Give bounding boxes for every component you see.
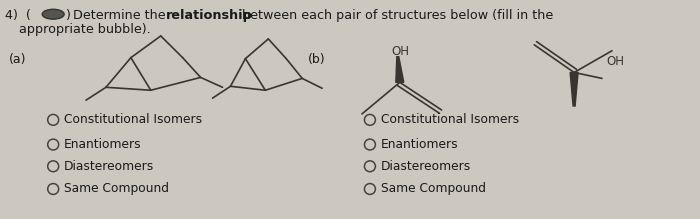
Text: OH: OH <box>392 45 410 58</box>
Text: Constitutional Isomers: Constitutional Isomers <box>64 113 202 126</box>
Text: (a): (a) <box>9 53 27 66</box>
Text: (b): (b) <box>308 53 326 66</box>
Text: Determine the: Determine the <box>73 9 169 22</box>
Text: appropriate bubble).: appropriate bubble). <box>20 23 151 36</box>
Ellipse shape <box>42 9 64 19</box>
Text: Enantiomers: Enantiomers <box>381 138 458 151</box>
Text: Diastereomers: Diastereomers <box>381 160 471 173</box>
Polygon shape <box>570 72 578 106</box>
Text: Constitutional Isomers: Constitutional Isomers <box>381 113 519 126</box>
Text: Same Compound: Same Compound <box>64 182 169 196</box>
Text: between each pair of structures below (fill in the: between each pair of structures below (f… <box>239 9 554 22</box>
Text: Same Compound: Same Compound <box>381 182 486 196</box>
Text: 4)  (: 4) ( <box>6 9 32 22</box>
Text: relationship: relationship <box>166 9 253 22</box>
Polygon shape <box>395 57 404 82</box>
Text: ): ) <box>66 9 75 22</box>
Text: OH: OH <box>606 55 624 68</box>
Text: Diastereomers: Diastereomers <box>64 160 155 173</box>
Text: Enantiomers: Enantiomers <box>64 138 142 151</box>
